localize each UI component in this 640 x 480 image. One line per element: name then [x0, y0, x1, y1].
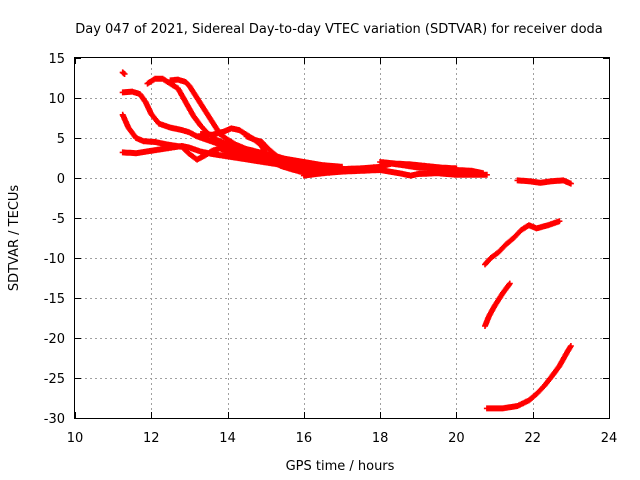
y-tick-label: 5 [57, 132, 65, 147]
series-marker-track [377, 159, 460, 172]
series-marker-track [119, 69, 128, 77]
x-tick-label: 14 [219, 431, 236, 446]
chart-title: Day 047 of 2021, Sidereal Day-to-day VTE… [75, 22, 603, 37]
series-marker-track [514, 177, 574, 187]
x-tick-label: 18 [372, 431, 389, 446]
series-arc-j [300, 167, 490, 179]
y-tick-label: 0 [57, 172, 65, 187]
y-tick-label: -25 [44, 372, 65, 387]
series-arc-n [482, 280, 513, 329]
y-tick-label: -20 [44, 332, 65, 347]
series-arc-b [119, 69, 128, 77]
x-axis: 10 12 14 16 18 20 22 24 [67, 58, 618, 446]
x-tick-label: 12 [143, 431, 160, 446]
y-tick-label: -5 [52, 212, 65, 227]
y-tick-label: -30 [44, 412, 65, 427]
y-tick-label: 10 [48, 92, 65, 107]
series-marker-track [482, 218, 563, 268]
series-marker-track [300, 167, 490, 179]
y-axis: 15 10 5 0 -5 -10 -15 -20 -25 -30 [44, 52, 609, 427]
x-axis-label: GPS time / hours [286, 459, 395, 474]
x-tick-label: 24 [601, 431, 618, 446]
y-tick-label: -10 [44, 252, 65, 267]
x-tick-label: 20 [448, 431, 465, 446]
y-tick-label: 15 [48, 52, 65, 67]
series-marker-track [482, 280, 513, 329]
y-axis-label: SDTVAR / TECUs [7, 185, 22, 292]
series-arc-k [377, 159, 460, 172]
x-tick-label: 10 [67, 431, 84, 446]
grid-lines [75, 58, 609, 418]
x-tick-label: 16 [296, 431, 313, 446]
series-arc-o [483, 343, 574, 412]
series-arc-m [482, 218, 563, 268]
plot-points [119, 69, 574, 412]
plot-frame [74, 57, 610, 419]
y-tick-label: -15 [44, 292, 65, 307]
x-tick-label: 22 [524, 431, 541, 446]
series-marker-track [483, 343, 574, 412]
series-arc-l [514, 177, 574, 187]
